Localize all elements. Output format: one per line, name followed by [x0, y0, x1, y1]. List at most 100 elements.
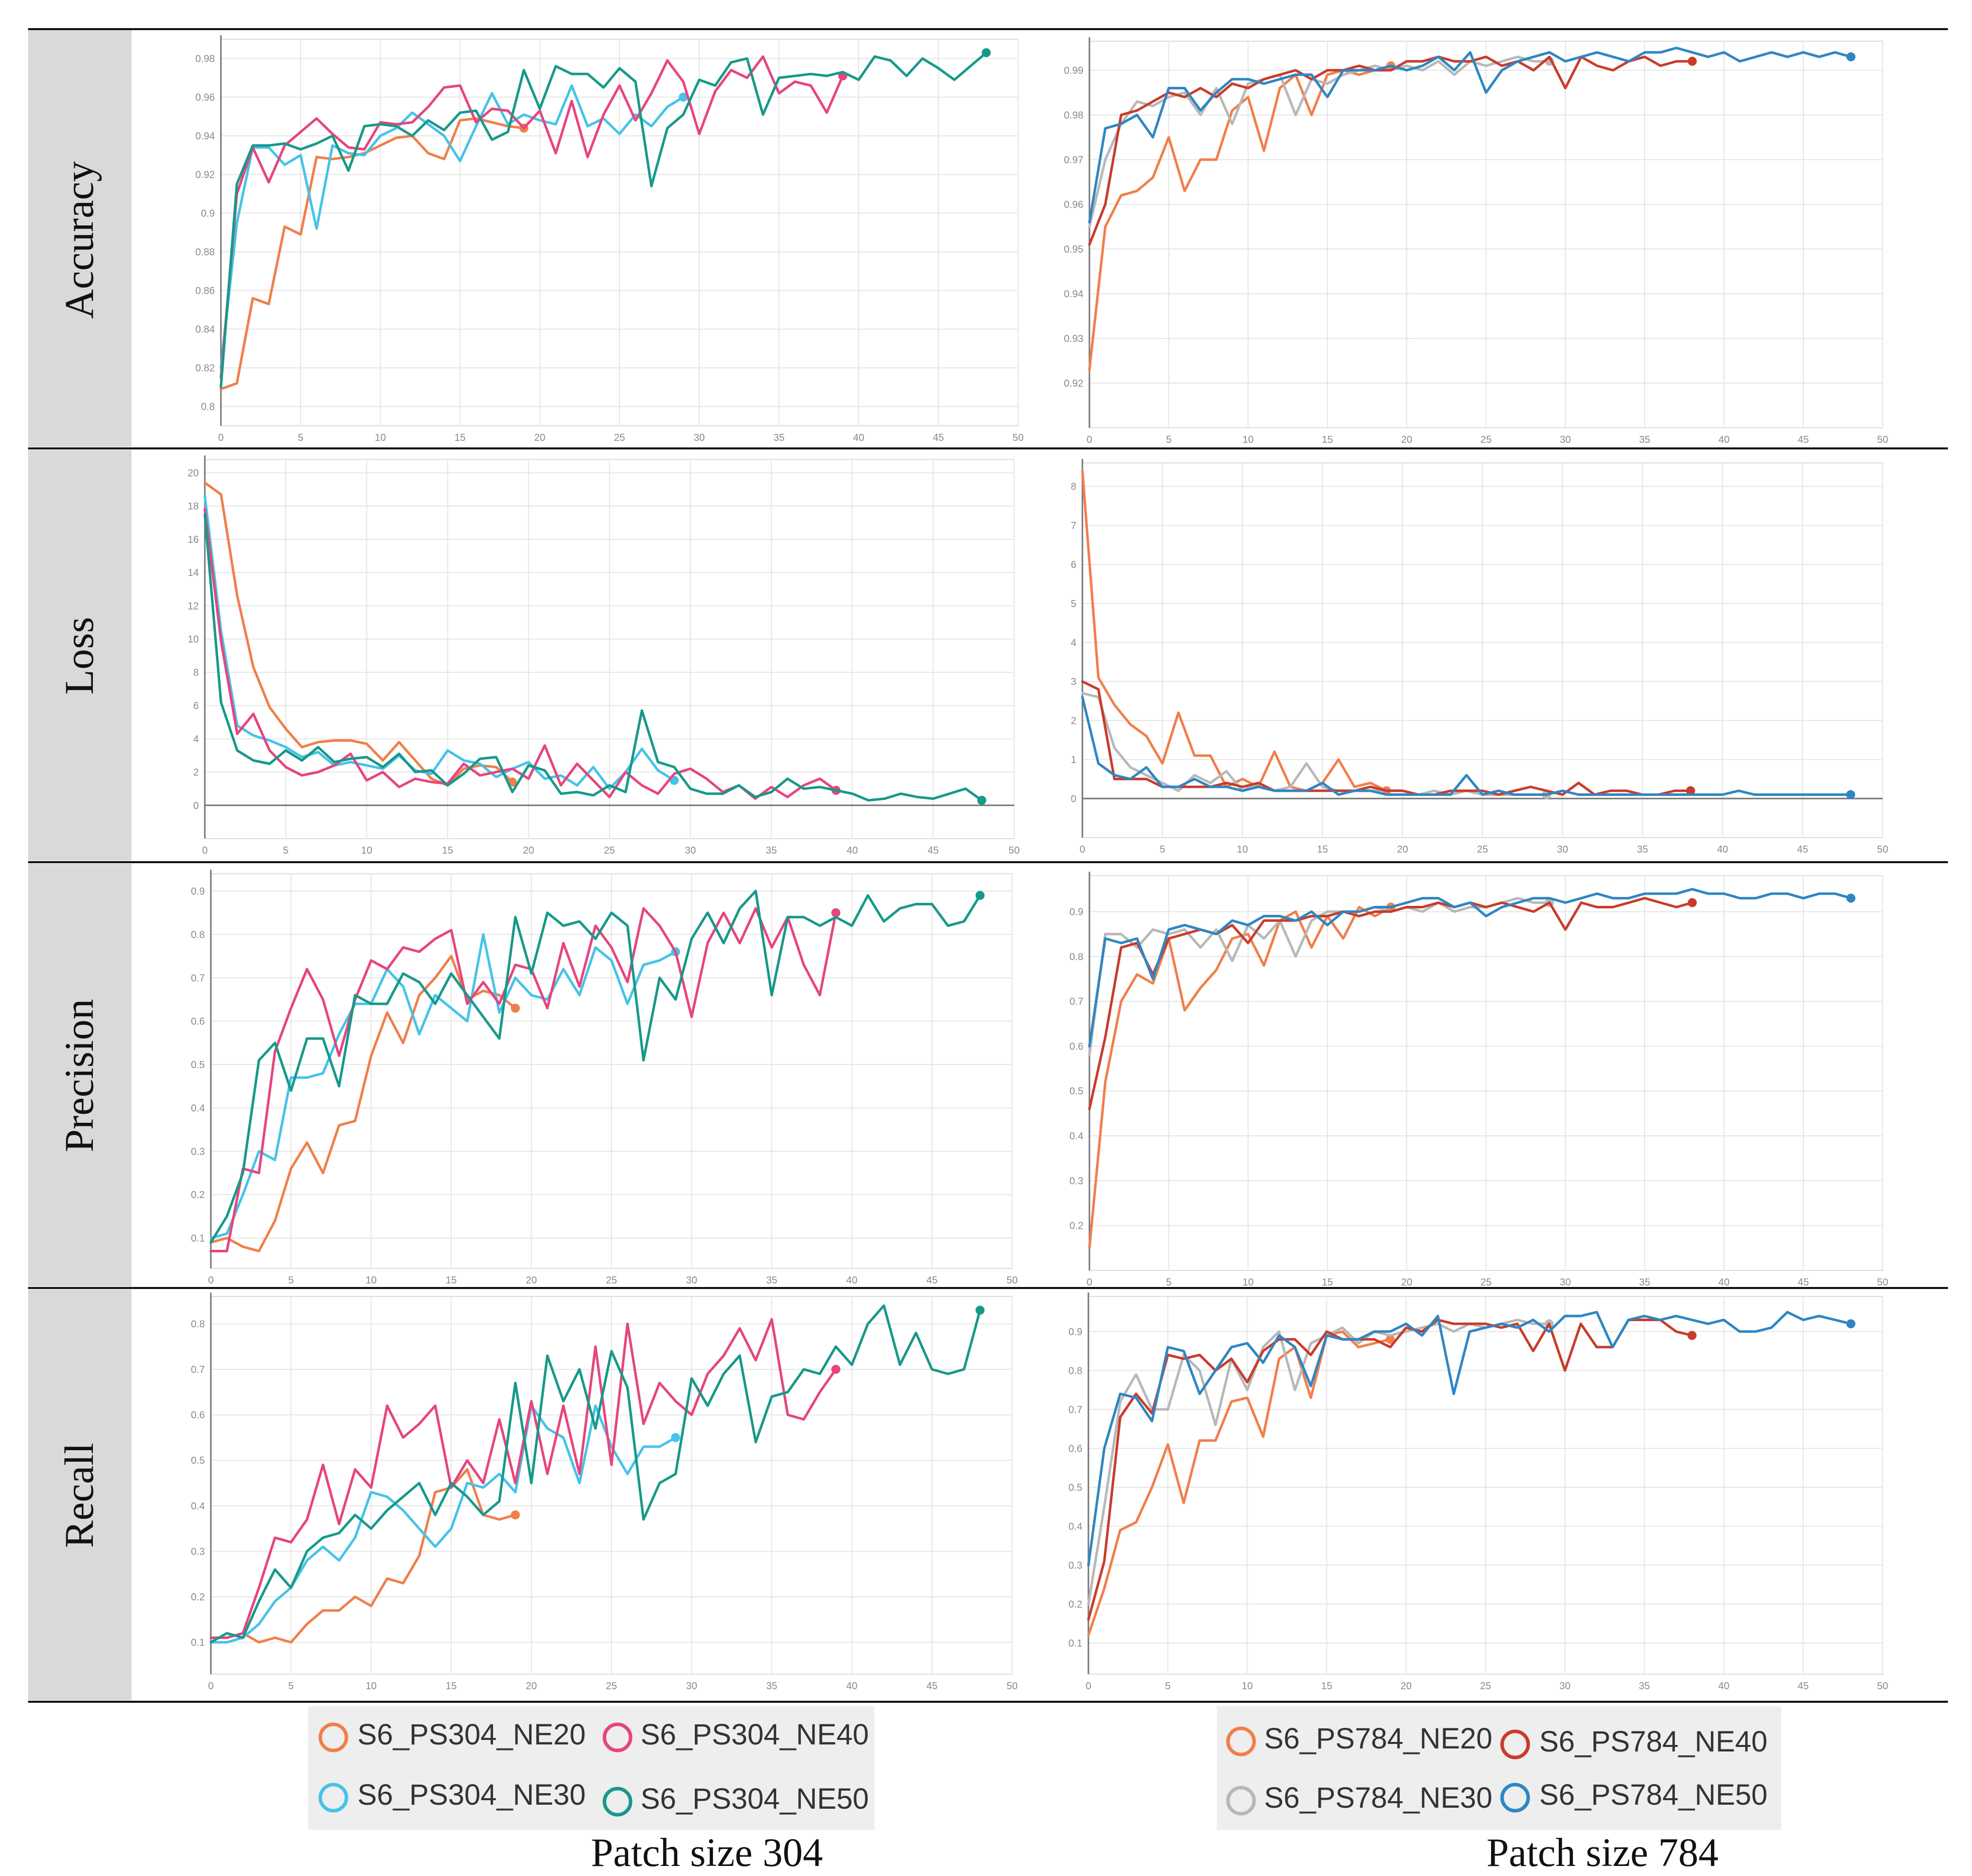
x-tick-label: 20 [526, 1681, 537, 1692]
y-tick-label: 0.3 [1069, 1176, 1083, 1187]
legend-patch-304: S6_PS304_NE20 S6_PS304_NE40 S6_PS304_NE3… [308, 1706, 875, 1830]
series-line-s6-ps304-ne20 [203, 481, 514, 787]
series-line-s6-ps784-ne50 [1088, 46, 1853, 223]
x-tick-label: 20 [1401, 434, 1412, 445]
series-line-s6-ps784-ne50 [1081, 695, 1852, 796]
x-tick-label: 25 [614, 432, 625, 443]
chart-panel-recall-784: 0 5 10 15 20 25 30 35 40 45 50 0.1 0.2 0.3 0.4 0.5 0.6 0.… [1068, 1293, 1888, 1692]
x-tick-label: 5 [1166, 434, 1171, 445]
legend-label-ne30: S6_PS784_NE30 [1264, 1782, 1493, 1814]
x-tick-label: 0 [208, 1681, 213, 1692]
series-line-s6-ps784-ne40 [1087, 1319, 1693, 1621]
y-tick-label: 0.2 [191, 1190, 205, 1201]
y-tick-label: 0.98 [195, 54, 215, 65]
x-tick-label: 40 [846, 1275, 857, 1286]
x-tick-label: 35 [1639, 434, 1650, 445]
legend-marker-ne20 [318, 1722, 348, 1752]
row-label-accuracy: Accuracy [56, 161, 102, 319]
series-end-point-s6-ps784-ne40 [1686, 786, 1695, 795]
y-tick-label: 0.2 [1068, 1599, 1082, 1610]
y-tick-label: 0.2 [191, 1592, 205, 1603]
chart-panel-accuracy-784: 0 5 10 15 20 25 30 35 40 45 50 0.92 0.93 0.94 0.95 0.96… [1064, 37, 1888, 445]
x-tick-label: 15 [1317, 844, 1328, 855]
series-line-s6-ps784-ne20 [1087, 1330, 1392, 1636]
legend-marker-ne20 [1226, 1726, 1256, 1756]
chart-panel-precision-784: 0 5 10 15 20 25 30 35 40 45 50 0.2 0.3 0.4 0.5 0.6 0.7 0.… [1069, 872, 1888, 1288]
y-tick-label: 0.9 [1068, 1327, 1082, 1338]
x-tick-label: 10 [365, 1275, 377, 1286]
x-tick-label: 30 [1560, 1277, 1571, 1288]
legend-background [1217, 1706, 1781, 1830]
y-tick-label: 0.6 [191, 1016, 205, 1027]
y-tick-label: 0.98 [1064, 110, 1083, 121]
x-tick-label: 5 [1166, 1277, 1171, 1288]
x-tick-label: 30 [694, 432, 705, 443]
series-end-point-s6-ps304-ne40 [831, 1364, 840, 1374]
x-tick-label: 20 [1397, 844, 1408, 855]
y-tick-label: 0.8 [201, 402, 215, 413]
x-tick-label: 10 [1242, 1681, 1253, 1692]
y-tick-label: 2 [193, 767, 199, 778]
series-line-s6-ps304-ne50 [203, 513, 983, 802]
x-tick-label: 35 [773, 432, 784, 443]
x-tick-label: 5 [288, 1681, 294, 1692]
y-tick-label: 0.5 [191, 1060, 205, 1071]
x-tick-label: 40 [1717, 844, 1728, 855]
x-tick-label: 5 [298, 432, 303, 443]
x-tick-label: 35 [1637, 844, 1648, 855]
x-tick-label: 45 [926, 1681, 937, 1692]
series-end-point-s6-ps304-ne20 [511, 1510, 520, 1519]
x-tick-label: 10 [361, 845, 372, 856]
series-line-s6-ps304-ne40 [209, 1318, 837, 1639]
x-tick-label: 15 [1321, 1681, 1332, 1692]
y-tick-label: 1 [1071, 755, 1076, 766]
row-label-recall: Recall [56, 1443, 102, 1548]
legend-label-ne40: S6_PS784_NE40 [1539, 1725, 1768, 1758]
series-line-s6-ps784-ne40 [1081, 680, 1692, 796]
y-tick-label: 0.96 [1064, 199, 1083, 210]
x-tick-label: 40 [846, 845, 857, 856]
row-label-loss: Loss [56, 617, 102, 695]
legend-label-ne20: S6_PS784_NE20 [1264, 1722, 1493, 1755]
legend-label-ne40: S6_PS304_NE40 [641, 1718, 869, 1751]
series-end-point-s6-ps784-ne50 [1846, 1319, 1856, 1329]
x-tick-label: 50 [1009, 845, 1020, 856]
series-line-s6-ps304-ne50 [209, 890, 981, 1244]
y-tick-label: 0.4 [1069, 1131, 1083, 1142]
series-line-s6-ps784-ne20 [1088, 906, 1392, 1249]
x-tick-label: 35 [766, 845, 777, 856]
legend-label-ne20: S6_PS304_NE20 [357, 1718, 586, 1751]
chart-panels: 0 5 10 15 20 25 30 35 40 45 500.80.820.840.860.880… [188, 35, 1888, 1692]
x-tick-label: 20 [523, 845, 534, 856]
x-tick-label: 50 [1013, 432, 1024, 443]
y-tick-label: 0.8 [191, 1319, 205, 1330]
x-tick-label: 0 [202, 845, 207, 856]
x-tick-label: 50 [1877, 434, 1888, 445]
y-tick-label: 3 [1071, 676, 1076, 687]
series-line-s6-ps784-ne40 [1088, 897, 1694, 1110]
y-tick-label: 0.3 [1068, 1560, 1082, 1571]
x-tick-label: 45 [1797, 844, 1808, 855]
y-tick-label: 16 [188, 534, 199, 545]
y-tick-label: 0.5 [191, 1455, 205, 1466]
y-tick-label: 0.96 [195, 92, 215, 103]
chart-panel-precision-304: 0 5 10 15 20 25 30 35 40 45 50 0.1 0.2 0.3 0.4 0.5 0.6 0.… [191, 870, 1018, 1286]
x-tick-label: 25 [606, 1681, 617, 1692]
series-end-point-s6-ps304-ne50 [981, 48, 991, 57]
legend-marker-ne50 [1500, 1783, 1530, 1813]
x-tick-label: 5 [288, 1275, 294, 1286]
y-tick-label: 0.3 [191, 1546, 205, 1557]
x-tick-label: 30 [686, 1275, 697, 1286]
y-tick-label: 0.84 [195, 324, 215, 335]
legend-background [308, 1706, 875, 1830]
x-tick-label: 20 [1401, 1277, 1412, 1288]
y-tick-label: 8 [193, 667, 199, 678]
y-tick-label: 7 [1071, 520, 1076, 531]
y-tick-label: 0.94 [1064, 289, 1083, 300]
y-tick-label: 0.9 [1069, 906, 1083, 917]
x-tick-label: 35 [766, 1681, 777, 1692]
legend-marker-ne40 [1500, 1729, 1530, 1760]
x-tick-label: 50 [1877, 1681, 1888, 1692]
